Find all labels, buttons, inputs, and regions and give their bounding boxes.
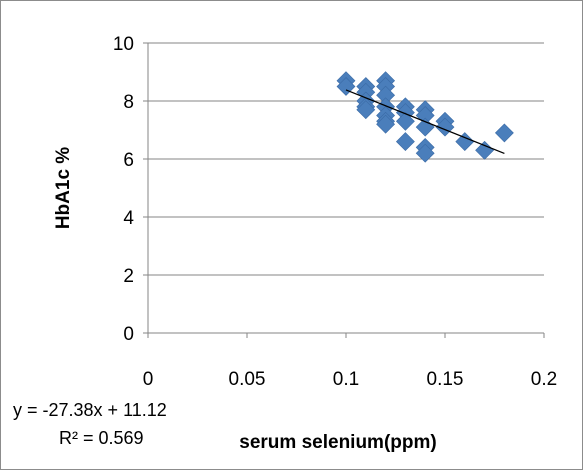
y-tick-label-10: 10	[113, 34, 134, 55]
y-tick-label-0: 0	[123, 324, 134, 345]
data-point	[475, 140, 495, 160]
data-point	[336, 77, 356, 96]
y-axis-title: HbA1c %	[53, 147, 74, 229]
trendline-equation: y = -27.38x + 11.12	[13, 400, 167, 420]
r-squared-label: R² = 0.569	[59, 428, 144, 448]
x-tick-labels: 0 0.05 0.1 0.15 0.2	[143, 369, 558, 390]
y-tick-label-8: 8	[123, 92, 134, 113]
x-tick-label-0: 0	[143, 369, 154, 390]
x-axis-title: serum selenium(ppm)	[239, 432, 436, 453]
trendline	[345, 89, 505, 155]
x-tick-label-0.05: 0.05	[229, 369, 266, 390]
y-tick-labels: 0 2 4 6 8 10	[113, 34, 135, 345]
data-point	[415, 117, 435, 137]
x-tick-label-0.1: 0.1	[333, 369, 359, 390]
y-tick-label-4: 4	[123, 208, 134, 229]
gridlines	[148, 42, 544, 276]
data-point	[395, 132, 415, 152]
y-tick-label-6: 6	[123, 150, 134, 171]
axes	[143, 42, 545, 338]
data-point	[494, 123, 514, 143]
x-tick-label-0.2: 0.2	[531, 369, 557, 390]
data-point	[415, 143, 435, 163]
data-point	[356, 100, 376, 120]
data-point	[395, 111, 415, 131]
data-point	[435, 117, 455, 137]
data-points	[336, 71, 514, 163]
y-tick-label-2: 2	[123, 266, 134, 287]
data-point	[376, 114, 396, 134]
trendline-group	[345, 89, 505, 155]
x-tick-label-0.15: 0.15	[427, 369, 464, 390]
data-point	[455, 132, 475, 152]
